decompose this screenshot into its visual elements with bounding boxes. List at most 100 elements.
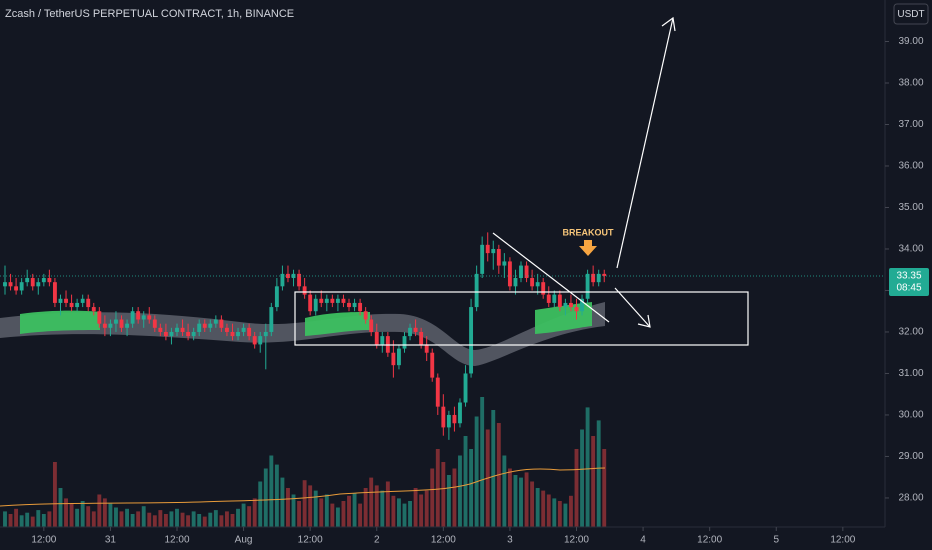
volume-bar bbox=[180, 512, 185, 527]
y-tick-label: 34.00 bbox=[898, 244, 923, 255]
volume-bar bbox=[102, 498, 107, 527]
currency-button[interactable] bbox=[893, 3, 929, 25]
candle-body bbox=[458, 402, 462, 424]
y-tick-label: 36.00 bbox=[898, 161, 923, 172]
volume-bar bbox=[319, 498, 324, 527]
candle-body bbox=[119, 319, 124, 328]
volume-bar bbox=[313, 490, 318, 527]
candle-body bbox=[191, 331, 196, 337]
volume-bar bbox=[557, 501, 562, 527]
volume-bar bbox=[602, 449, 607, 527]
candle-body bbox=[463, 373, 468, 403]
volume-bar bbox=[391, 495, 396, 527]
volume-bar bbox=[446, 475, 451, 527]
volume-bar bbox=[369, 477, 374, 527]
volume-bar bbox=[125, 508, 130, 527]
candle-body bbox=[347, 302, 351, 308]
candle-body bbox=[519, 265, 523, 279]
candle-body bbox=[596, 273, 601, 283]
countdown: 08:45 bbox=[896, 283, 921, 294]
candle-body bbox=[485, 244, 490, 254]
volume-bar bbox=[569, 495, 573, 527]
candle-body bbox=[130, 311, 135, 324]
candle-body bbox=[8, 282, 13, 287]
volume-bar bbox=[580, 429, 584, 527]
candle-body bbox=[180, 327, 185, 332]
volume-bar bbox=[114, 507, 118, 527]
breakout-arrow bbox=[579, 240, 597, 256]
candle-body bbox=[241, 327, 246, 332]
candle-body bbox=[280, 273, 285, 287]
candle-body bbox=[580, 298, 584, 312]
y-tick-label: 32.00 bbox=[898, 327, 923, 338]
volume-bar bbox=[230, 514, 235, 527]
candle-body bbox=[446, 414, 451, 428]
candle-body bbox=[602, 273, 607, 276]
candle-body bbox=[585, 273, 590, 299]
candle-body bbox=[41, 278, 46, 283]
candle-body bbox=[591, 273, 596, 283]
x-tick-label: 2 bbox=[374, 535, 380, 546]
volume-bar bbox=[546, 494, 551, 527]
last-price-tag bbox=[889, 267, 929, 296]
candle-body bbox=[258, 336, 263, 345]
volume-average-line bbox=[0, 467, 606, 507]
volume-bar bbox=[141, 506, 146, 527]
candle-body bbox=[208, 323, 213, 328]
volume-bar bbox=[52, 462, 57, 527]
y-tick-label: 37.00 bbox=[898, 119, 923, 130]
volume-bar bbox=[247, 506, 252, 527]
volume-bar bbox=[69, 503, 74, 527]
candle-body bbox=[91, 307, 96, 312]
candle-body bbox=[391, 352, 396, 366]
candle-body bbox=[374, 331, 379, 345]
volume-bar bbox=[19, 515, 24, 527]
candle-body bbox=[324, 298, 329, 303]
volume-bar bbox=[130, 514, 135, 527]
volume-bar bbox=[64, 498, 68, 527]
candle-body bbox=[3, 282, 7, 287]
candle-body bbox=[308, 294, 313, 312]
volume-bar bbox=[291, 494, 296, 527]
chart-title: Zcash / TetherUS PERPETUAL CONTRACT, 1h,… bbox=[5, 8, 294, 20]
candle-body bbox=[291, 273, 296, 279]
volume-bar bbox=[430, 468, 435, 527]
candle-body bbox=[480, 244, 485, 274]
candle-body bbox=[563, 302, 568, 308]
volume-bar bbox=[452, 468, 457, 527]
candle-body bbox=[441, 406, 446, 428]
volume-bar bbox=[175, 508, 179, 527]
candle-body bbox=[141, 315, 146, 320]
volume-bar bbox=[385, 481, 390, 527]
candle-body bbox=[430, 352, 435, 378]
volume-bar bbox=[297, 501, 302, 527]
volume-bar bbox=[152, 515, 157, 527]
volume-bar bbox=[574, 449, 579, 527]
volume-bar bbox=[363, 488, 368, 527]
volume-bar bbox=[213, 510, 218, 527]
candle-body bbox=[252, 336, 257, 345]
candle-body bbox=[169, 331, 174, 337]
volume-bar bbox=[197, 514, 202, 527]
currency[interactable]: USDT bbox=[897, 9, 924, 20]
volume-bar bbox=[408, 501, 412, 527]
volume-bar bbox=[491, 410, 496, 527]
candle-body bbox=[274, 286, 279, 308]
candle-body bbox=[158, 327, 163, 332]
candle-body bbox=[335, 298, 340, 303]
candle-body bbox=[224, 327, 229, 332]
candle-body bbox=[302, 286, 307, 295]
volume-bar bbox=[280, 477, 285, 527]
candle-body bbox=[546, 294, 551, 303]
x-tick-label: 12:00 bbox=[298, 535, 323, 546]
candle-body bbox=[474, 273, 479, 308]
candle-body bbox=[380, 336, 385, 345]
volume-bar bbox=[413, 488, 418, 527]
candle-body bbox=[402, 336, 407, 349]
candle-body bbox=[435, 377, 440, 407]
x-tick-label: 12:00 bbox=[431, 535, 456, 546]
candle-body bbox=[286, 273, 290, 279]
volume-bar bbox=[47, 511, 52, 527]
candle-body bbox=[263, 331, 268, 337]
volume-bar bbox=[286, 488, 290, 527]
